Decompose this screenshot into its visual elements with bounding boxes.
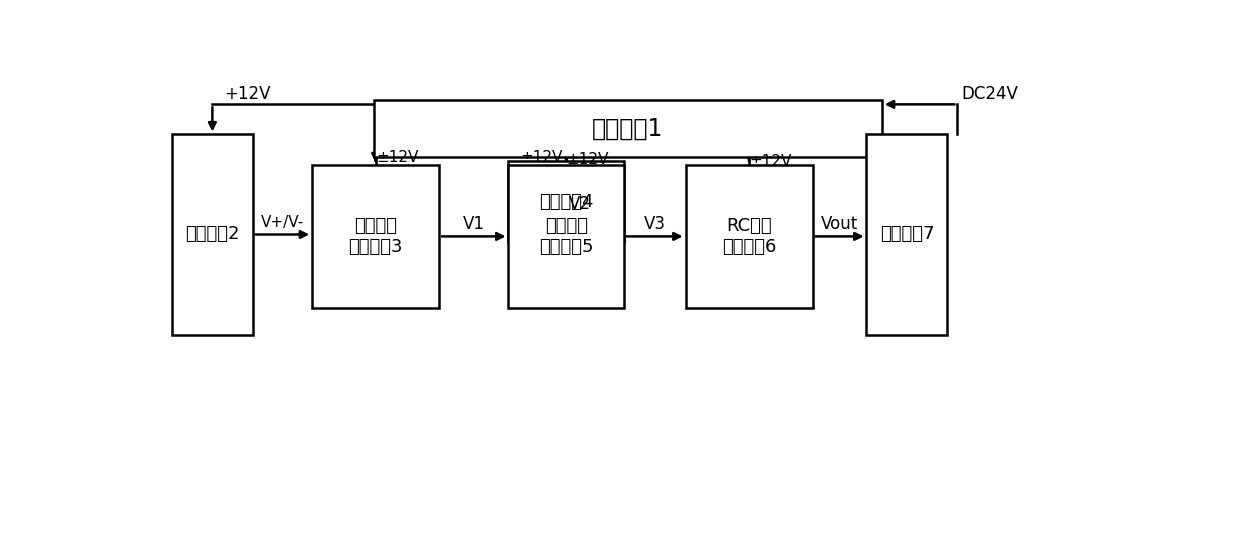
Text: V2: V2 <box>569 195 591 213</box>
Text: V3: V3 <box>644 215 666 233</box>
Text: ±12V: ±12V <box>521 150 563 165</box>
Bar <box>312 165 439 308</box>
Text: ±12V: ±12V <box>567 152 609 167</box>
Text: +12V: +12V <box>223 85 270 103</box>
Text: ±12V: ±12V <box>376 150 418 165</box>
Text: V+/V-: V+/V- <box>260 215 304 229</box>
Text: DC24V: DC24V <box>961 85 1018 103</box>
Bar <box>686 165 812 308</box>
Text: 初级差动
放大模块3: 初级差动 放大模块3 <box>348 217 403 256</box>
Bar <box>508 161 624 242</box>
Text: RC有源
滤波模块6: RC有源 滤波模块6 <box>722 217 776 256</box>
Text: 供电模块1: 供电模块1 <box>593 117 663 140</box>
Bar <box>508 165 624 308</box>
Bar <box>172 135 253 334</box>
Text: V1: V1 <box>463 215 485 233</box>
Bar <box>867 135 947 334</box>
Text: 输入端子2: 输入端子2 <box>185 226 239 243</box>
Bar <box>373 100 882 158</box>
Text: 次级差动
放大模块5: 次级差动 放大模块5 <box>539 217 594 256</box>
Text: Vout: Vout <box>821 215 858 233</box>
Text: ±12V: ±12V <box>749 154 792 169</box>
Text: 调零模块4: 调零模块4 <box>539 193 594 211</box>
Text: 输出端子7: 输出端子7 <box>879 226 934 243</box>
